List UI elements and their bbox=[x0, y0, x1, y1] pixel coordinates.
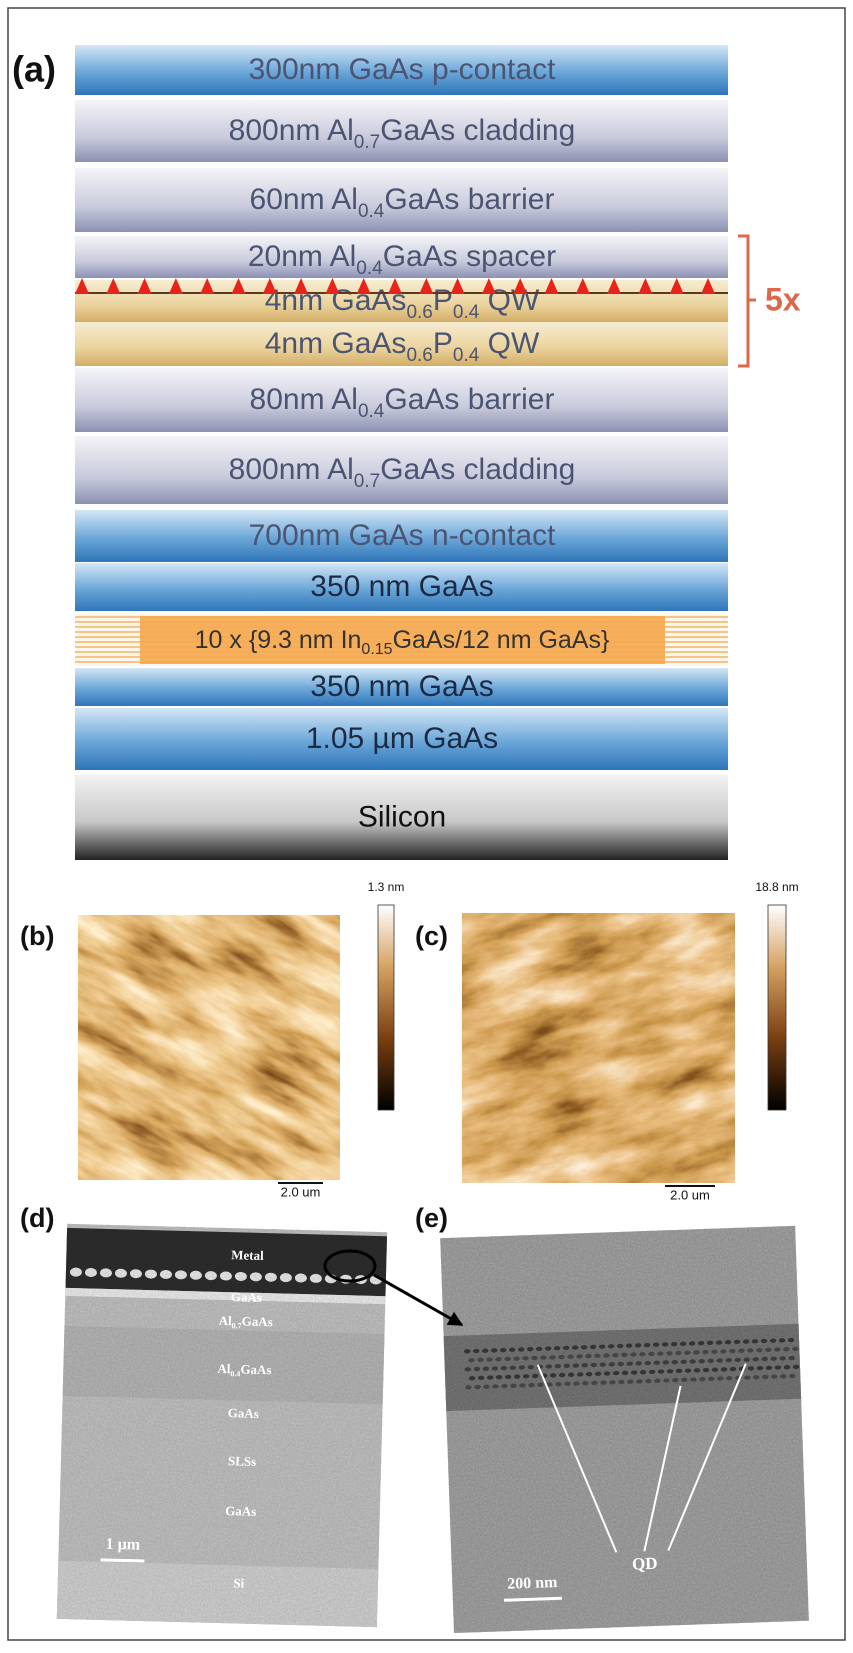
layer-label-subscript: 0.15 bbox=[361, 641, 392, 658]
layer-label-run: 10 x {9.3 nm In bbox=[195, 626, 362, 654]
panel-label: (d) bbox=[20, 1203, 54, 1233]
layer-label-run: 1.05 µm GaAs bbox=[306, 722, 498, 755]
layer-label: 60nm Al0.4GaAs barrier bbox=[250, 183, 555, 222]
layer-label: 300nm GaAs p-contact bbox=[249, 53, 556, 86]
layer-label-run: GaAs/12 nm GaAs} bbox=[393, 626, 610, 654]
tem-image: QD 200 nm bbox=[440, 1226, 809, 1633]
layer-label-run: 800nm Al bbox=[229, 453, 354, 486]
scale-bar-label: 1 µm bbox=[105, 1536, 141, 1554]
layer-label-run: P bbox=[433, 284, 453, 317]
layer-label-subscript: 0.4 bbox=[453, 302, 480, 323]
layer-label-run: QW bbox=[479, 327, 540, 360]
layer-label-run: GaAs cladding bbox=[380, 453, 575, 486]
tem-label-run: GaAs bbox=[228, 1405, 259, 1421]
tem-label-run: GaAs bbox=[242, 1313, 273, 1329]
tem-image: MetalGaAsAl0.7GaAsAl0.4GaAsGaAsSLSsGaAsS… bbox=[57, 1224, 387, 1627]
tem-label: GaAs bbox=[228, 1405, 259, 1421]
layer-label-run: 800nm Al bbox=[229, 114, 354, 147]
layer-label-subscript: 0.4 bbox=[453, 345, 480, 366]
layer-label-run: GaAs cladding bbox=[380, 114, 575, 147]
qd-label: QD bbox=[632, 1554, 658, 1574]
layer-label: 10 x {9.3 nm In0.15GaAs/12 nm GaAs} bbox=[195, 626, 610, 658]
tem-label-subscript: 0.4 bbox=[230, 1370, 240, 1379]
tem-noise bbox=[440, 1226, 809, 1633]
tem-noise bbox=[57, 1224, 387, 1627]
layer-label-run: GaAs barrier bbox=[384, 183, 554, 216]
layer-label: 20nm Al0.4GaAs spacer bbox=[248, 240, 556, 279]
layer-label-run: 4nm GaAs bbox=[265, 327, 407, 360]
panel-label: (b) bbox=[20, 921, 54, 951]
tem-label-run: Metal bbox=[231, 1247, 264, 1263]
scale-bar-label: 2.0 um bbox=[281, 1184, 321, 1199]
layer-label-subscript: 0.6 bbox=[406, 302, 432, 323]
tem-label-run: Al bbox=[219, 1313, 233, 1328]
tem-label: GaAs bbox=[225, 1503, 256, 1519]
tem-label-run: GaAs bbox=[231, 1289, 262, 1305]
layer-label: 350 nm GaAs bbox=[310, 670, 493, 703]
layer-label-run: 20nm Al bbox=[248, 240, 356, 273]
layer-label-run: 80nm Al bbox=[250, 383, 358, 416]
panel-label: (c) bbox=[415, 921, 448, 951]
scale-bar-label: 2.0 um bbox=[670, 1187, 710, 1202]
layer-label-run: GaAs barrier bbox=[384, 383, 554, 416]
colorbar-label: 18.8 nm bbox=[755, 880, 798, 894]
layer-label: 800nm Al0.7GaAs cladding bbox=[229, 453, 576, 492]
tem-label: GaAs bbox=[231, 1289, 262, 1305]
layer-label-run: P bbox=[433, 327, 453, 360]
scale-bar bbox=[504, 1598, 562, 1600]
colorbar bbox=[768, 905, 786, 1110]
layer-label: 700nm GaAs n-contact bbox=[249, 519, 556, 552]
layer-label-run: GaAs spacer bbox=[383, 240, 556, 273]
tem-label-run: GaAs bbox=[225, 1503, 256, 1519]
layer-label-run: 350 nm GaAs bbox=[310, 570, 493, 603]
layer-label-run: 700nm GaAs n-contact bbox=[249, 519, 556, 552]
layer-label-subscript: 0.4 bbox=[358, 401, 385, 422]
figure: (a)300nm GaAs p-contact800nm Al0.7GaAs c… bbox=[0, 0, 853, 1648]
tem-label: SLSs bbox=[228, 1453, 257, 1469]
tem-label-subscript: 0.7 bbox=[231, 1322, 241, 1331]
tem-label-run: Al bbox=[217, 1361, 231, 1376]
layer-label-run: 60nm Al bbox=[250, 183, 358, 216]
layer-label: 800nm Al0.7GaAs cladding bbox=[229, 114, 576, 153]
scale-bar-label: 200 nm bbox=[507, 1574, 558, 1593]
layer-label: 4nm GaAs0.6P0.4 QW bbox=[265, 327, 540, 366]
layer-label-subscript: 0.7 bbox=[354, 132, 380, 153]
tem-label: Metal bbox=[231, 1247, 264, 1263]
panel-label: (a) bbox=[12, 49, 56, 90]
layer-label-subscript: 0.4 bbox=[356, 258, 383, 279]
scale-bar bbox=[100, 1560, 144, 1561]
layer-label-run: 300nm GaAs p-contact bbox=[249, 53, 556, 86]
layer-label-run: 350 nm GaAs bbox=[310, 670, 493, 703]
tem-label-run: Si bbox=[233, 1575, 245, 1590]
layer-label-run: Silicon bbox=[358, 800, 446, 833]
colorbar bbox=[378, 905, 394, 1110]
tem-label-run: GaAs bbox=[240, 1361, 271, 1377]
repeat-bracket bbox=[738, 236, 756, 366]
layer-label: Silicon bbox=[358, 800, 446, 833]
layer-label-subscript: 0.6 bbox=[406, 345, 432, 366]
tem-label: Si bbox=[233, 1575, 245, 1590]
layer-label-subscript: 0.7 bbox=[354, 471, 380, 492]
layer-label: 350 nm GaAs bbox=[310, 570, 493, 603]
layer-label: 1.05 µm GaAs bbox=[306, 722, 498, 755]
layer-label-subscript: 0.4 bbox=[358, 201, 385, 222]
panel-label: (e) bbox=[415, 1203, 448, 1233]
colorbar-label: 1.3 nm bbox=[368, 880, 405, 894]
repeat-label: 5x bbox=[765, 281, 801, 317]
tem-label-run: SLSs bbox=[228, 1453, 257, 1469]
layer-label: 80nm Al0.4GaAs barrier bbox=[250, 383, 555, 422]
